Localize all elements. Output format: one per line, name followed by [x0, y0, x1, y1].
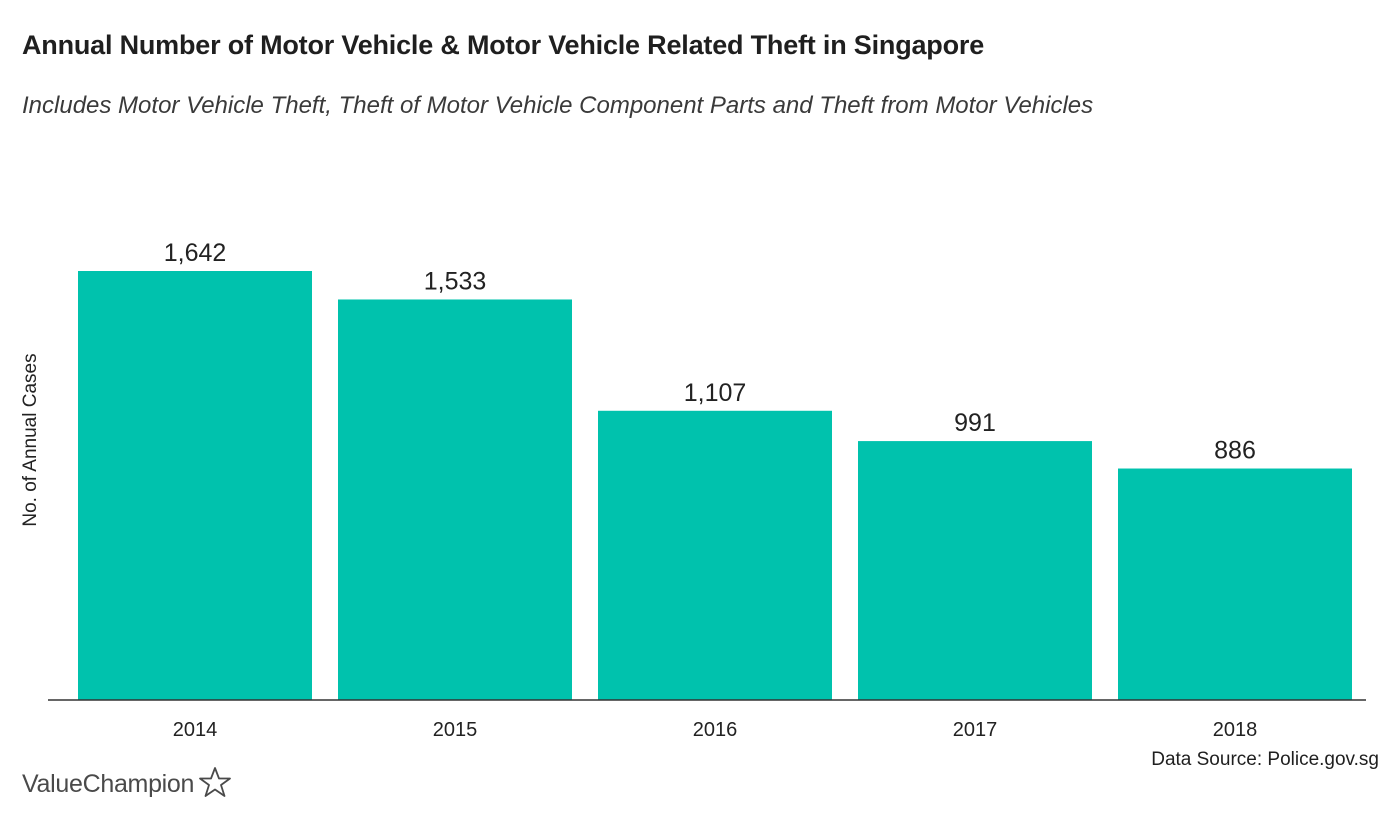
bar-2017: [858, 441, 1092, 700]
bar-2015: [338, 299, 572, 700]
star-icon: [198, 766, 232, 803]
x-tick-label-2015: 2015: [433, 719, 478, 741]
value-label-2017: 991: [954, 409, 996, 437]
value-label-2014: 1,642: [164, 239, 227, 267]
value-labels-group: 1,642 1,533 1,107 991 886: [164, 239, 1256, 465]
brand-logo: ValueChampion: [22, 766, 232, 803]
y-axis-label: No. of Annual Cases: [20, 353, 41, 526]
x-tick-label-2018: 2018: [1213, 719, 1258, 741]
chart-subtitle: Includes Motor Vehicle Theft, Theft of M…: [22, 92, 1094, 119]
chart-title: Annual Number of Motor Vehicle & Motor V…: [22, 30, 985, 60]
bars-group: [78, 271, 1352, 700]
bar-2018: [1118, 468, 1352, 700]
bar-2014: [78, 271, 312, 700]
x-tick-label-2016: 2016: [693, 719, 738, 741]
data-source: Data Source: Police.gov.sg: [1151, 749, 1379, 770]
value-label-2018: 886: [1214, 437, 1256, 465]
value-label-2016: 1,107: [684, 379, 747, 407]
brand-name: ValueChampion: [22, 770, 195, 798]
x-tick-label-2014: 2014: [173, 719, 218, 741]
x-tick-label-2017: 2017: [953, 719, 998, 741]
bar-2016: [598, 410, 832, 700]
x-tick-labels-group: 2014 2015 2016 2017 2018: [173, 719, 1258, 741]
value-label-2015: 1,533: [424, 267, 487, 295]
